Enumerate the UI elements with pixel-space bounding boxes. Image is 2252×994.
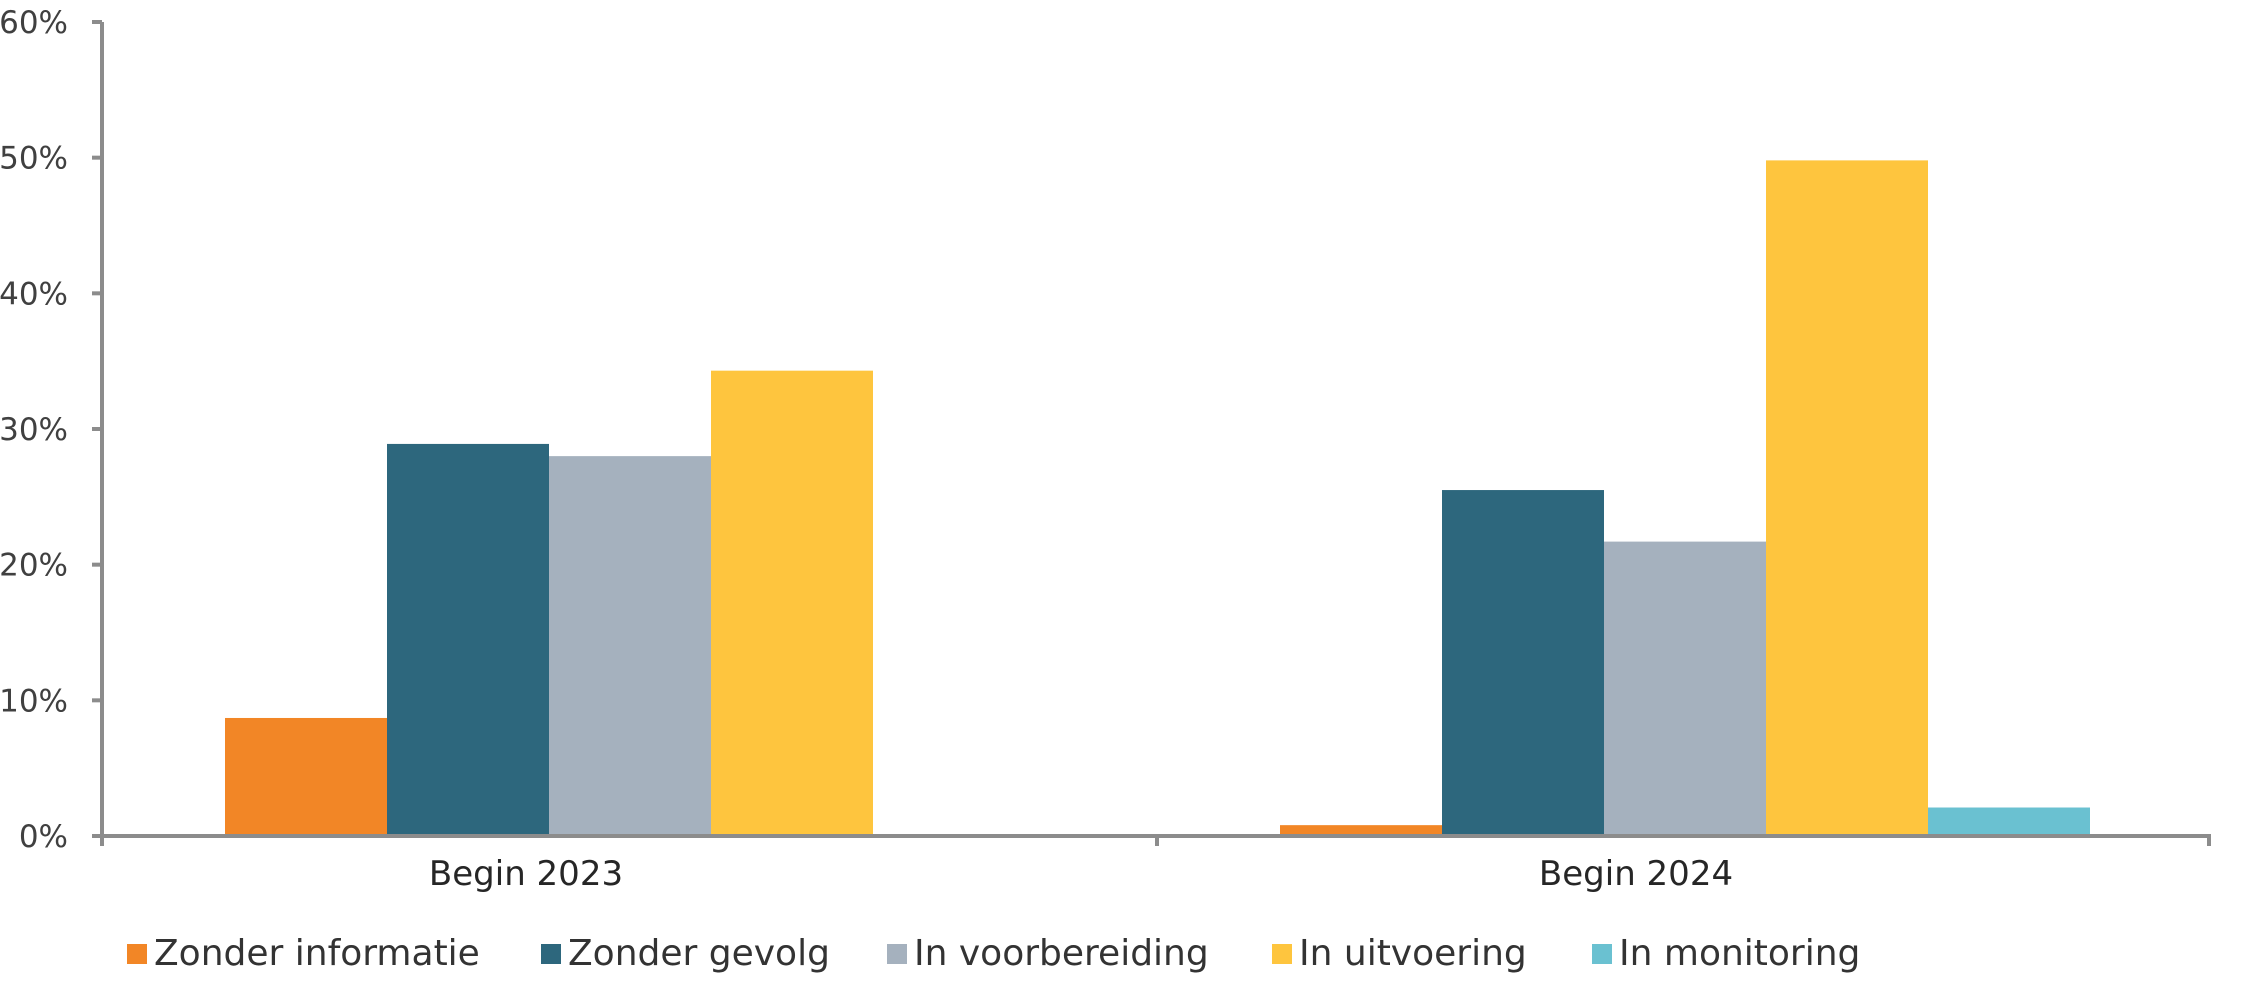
- x-category-label: Begin 2023: [429, 854, 623, 894]
- legend-label: In uitvoering: [1299, 933, 1527, 974]
- legend-item: In monitoring: [1592, 933, 1860, 974]
- y-tick-label: 20%: [0, 548, 68, 584]
- legend: Zonder informatie Zonder gevolg In voorber…: [127, 933, 1860, 974]
- legend-label: In monitoring: [1619, 933, 1860, 974]
- legend-label: Zonder gevolg: [568, 933, 830, 974]
- bar-begin-2023-in-uitvoering: [711, 370, 873, 836]
- bar-begin-2024-in-monitoring: [1928, 807, 2090, 836]
- y-tick-label: 40%: [0, 276, 68, 312]
- x-category-label: Begin 2024: [1539, 854, 1733, 894]
- legend-label: Zonder informatie: [154, 933, 480, 974]
- bar-begin-2024-zonder-gevolg: [1442, 490, 1604, 836]
- y-tick-label: 50%: [0, 141, 68, 177]
- bar-begin-2023-in-voorbereiding: [549, 456, 711, 836]
- legend-swatch: [541, 944, 561, 964]
- y-tick-label: 10%: [0, 683, 68, 719]
- y-tick-label: 30%: [0, 412, 68, 448]
- legend-swatch: [887, 944, 907, 964]
- x-category-labels: Begin 2023 Begin 2024: [429, 854, 1733, 894]
- legend-swatch: [1592, 944, 1612, 964]
- legend-item: In voorbereiding: [887, 933, 1209, 974]
- axes: [92, 20, 2211, 846]
- legend-item: In uitvoering: [1272, 933, 1527, 974]
- y-tick-label: 0%: [19, 819, 68, 855]
- y-tick-labels: 0% 10% 20% 30% 40% 50% 60%: [0, 5, 68, 855]
- legend-label: In voorbereiding: [914, 933, 1209, 974]
- bars: [225, 160, 2090, 836]
- bar-begin-2024-zonder-informatie: [1280, 825, 1442, 836]
- legend-swatch: [127, 944, 147, 964]
- bar-begin-2024-in-voorbereiding: [1604, 541, 1766, 836]
- bar-begin-2023-zonder-gevolg: [387, 443, 549, 836]
- bar-begin-2023-zonder-informatie: [225, 717, 387, 836]
- bar-begin-2024-in-uitvoering: [1766, 160, 1928, 836]
- legend-item: Zonder gevolg: [541, 933, 830, 974]
- legend-item: Zonder informatie: [127, 933, 480, 974]
- y-tick-label: 60%: [0, 5, 68, 41]
- legend-swatch: [1272, 944, 1292, 964]
